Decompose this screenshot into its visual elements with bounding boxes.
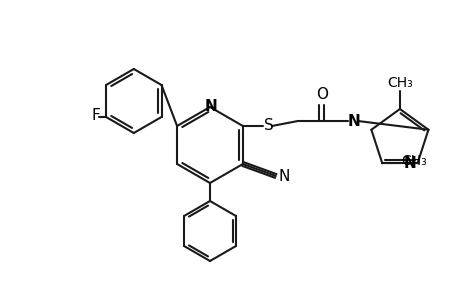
Text: N: N: [347, 113, 359, 128]
Text: F: F: [91, 107, 100, 122]
Text: S: S: [263, 118, 273, 133]
Text: N: N: [204, 98, 217, 113]
Text: O: O: [315, 86, 327, 101]
Text: CH₃: CH₃: [386, 76, 412, 90]
Text: N: N: [278, 169, 289, 184]
Text: N: N: [402, 156, 415, 171]
Text: CH₃: CH₃: [401, 154, 426, 168]
